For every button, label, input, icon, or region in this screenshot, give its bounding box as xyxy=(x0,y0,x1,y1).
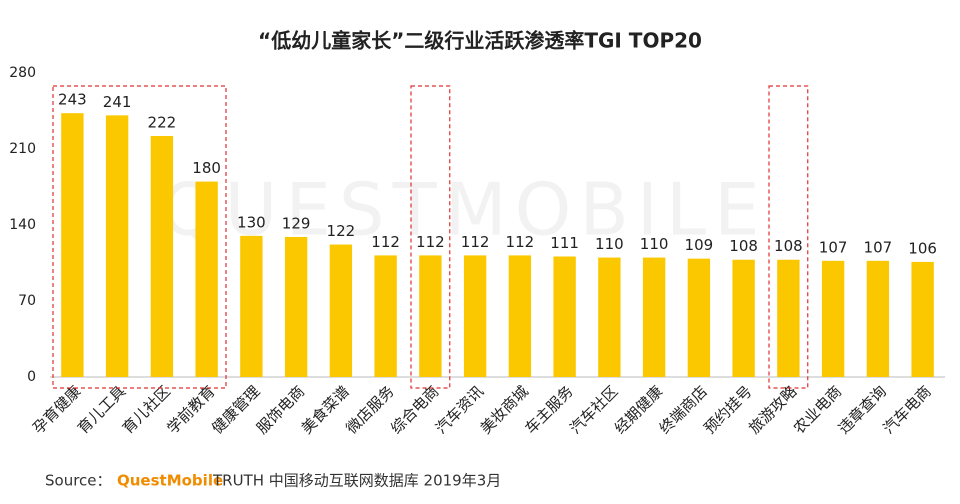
bar xyxy=(553,256,576,377)
x-tick-label: 美食菜谱 xyxy=(298,382,353,437)
y-tick-label: 0 xyxy=(27,369,36,385)
value-label: 112 xyxy=(416,233,445,251)
value-label: 180 xyxy=(192,159,221,177)
value-label: 112 xyxy=(506,233,535,251)
value-label: 243 xyxy=(58,91,87,109)
value-label: 222 xyxy=(148,113,177,131)
value-label: 111 xyxy=(550,234,579,252)
x-tick-label: 汽车电商 xyxy=(879,382,934,437)
value-label: 122 xyxy=(327,222,356,240)
y-tick-label: 210 xyxy=(9,141,36,157)
x-tick-label: 孕育健康 xyxy=(29,382,84,437)
x-tick-label: 预约挂号 xyxy=(700,382,755,437)
x-tick-label: 健康管理 xyxy=(208,382,263,437)
source-text: TRUTH 中国移动互联网数据库 2019年3月 xyxy=(212,472,501,490)
y-tick-label: 280 xyxy=(9,65,36,81)
x-tick-label: 汽车社区 xyxy=(566,382,621,437)
bar xyxy=(61,113,84,378)
bar xyxy=(150,135,174,377)
source-label: Source： xyxy=(45,472,112,490)
x-tick-label: 经期健康 xyxy=(611,382,666,437)
value-label: 110 xyxy=(595,235,624,253)
bar xyxy=(240,235,263,377)
bar xyxy=(821,260,845,377)
bar xyxy=(105,115,129,377)
x-tick-label: 综合电商 xyxy=(387,382,442,437)
x-tick-label: 农业电商 xyxy=(790,382,845,437)
x-tick-label: 美妆商城 xyxy=(477,382,532,437)
y-tick-label: 70 xyxy=(18,293,36,309)
highlight-box xyxy=(768,85,809,389)
bar xyxy=(508,255,532,377)
bar xyxy=(732,259,755,377)
bar xyxy=(374,255,397,377)
value-label: 106 xyxy=(908,239,937,257)
x-tick-label: 育儿工具 xyxy=(74,382,129,437)
chart-title: “低幼儿童家长”二级行业活跃渗透率TGI TOP20 xyxy=(258,29,702,53)
bar xyxy=(687,258,711,377)
bar xyxy=(642,257,666,377)
value-label: 108 xyxy=(729,237,758,255)
x-tick-label: 终端商店 xyxy=(656,382,711,437)
bar xyxy=(284,236,308,377)
bar xyxy=(195,181,218,377)
x-tick-label: 育儿社区 xyxy=(119,382,174,437)
value-label: 129 xyxy=(282,214,311,232)
x-tick-label: 汽车资讯 xyxy=(432,382,487,437)
x-tick-label: 车主服务 xyxy=(521,382,576,437)
value-label: 130 xyxy=(237,213,266,231)
x-tick-label: 违章查询 xyxy=(835,382,890,437)
x-tick-label: 旅游攻略 xyxy=(745,382,800,437)
bar xyxy=(777,259,800,377)
value-label: 241 xyxy=(103,93,132,111)
bar xyxy=(463,255,487,377)
value-label: 112 xyxy=(371,233,400,251)
bar xyxy=(866,260,890,377)
bar xyxy=(598,257,621,377)
highlight-box xyxy=(410,85,451,389)
value-label: 107 xyxy=(819,238,848,256)
value-label: 110 xyxy=(640,235,669,253)
y-tick-label: 140 xyxy=(9,217,36,233)
value-label: 108 xyxy=(774,237,803,255)
bar xyxy=(419,255,442,377)
highlight-box xyxy=(52,85,227,389)
bar xyxy=(911,261,934,377)
value-label: 112 xyxy=(461,233,490,251)
x-tick-label: 学前教育 xyxy=(163,382,218,437)
value-label: 109 xyxy=(685,236,714,254)
x-tick-label: 微店服务 xyxy=(342,382,397,437)
x-tick-label: 服饰电商 xyxy=(253,382,308,437)
source-brand: QuestMobile xyxy=(117,472,223,490)
value-label: 107 xyxy=(864,238,893,256)
bar xyxy=(329,244,353,377)
